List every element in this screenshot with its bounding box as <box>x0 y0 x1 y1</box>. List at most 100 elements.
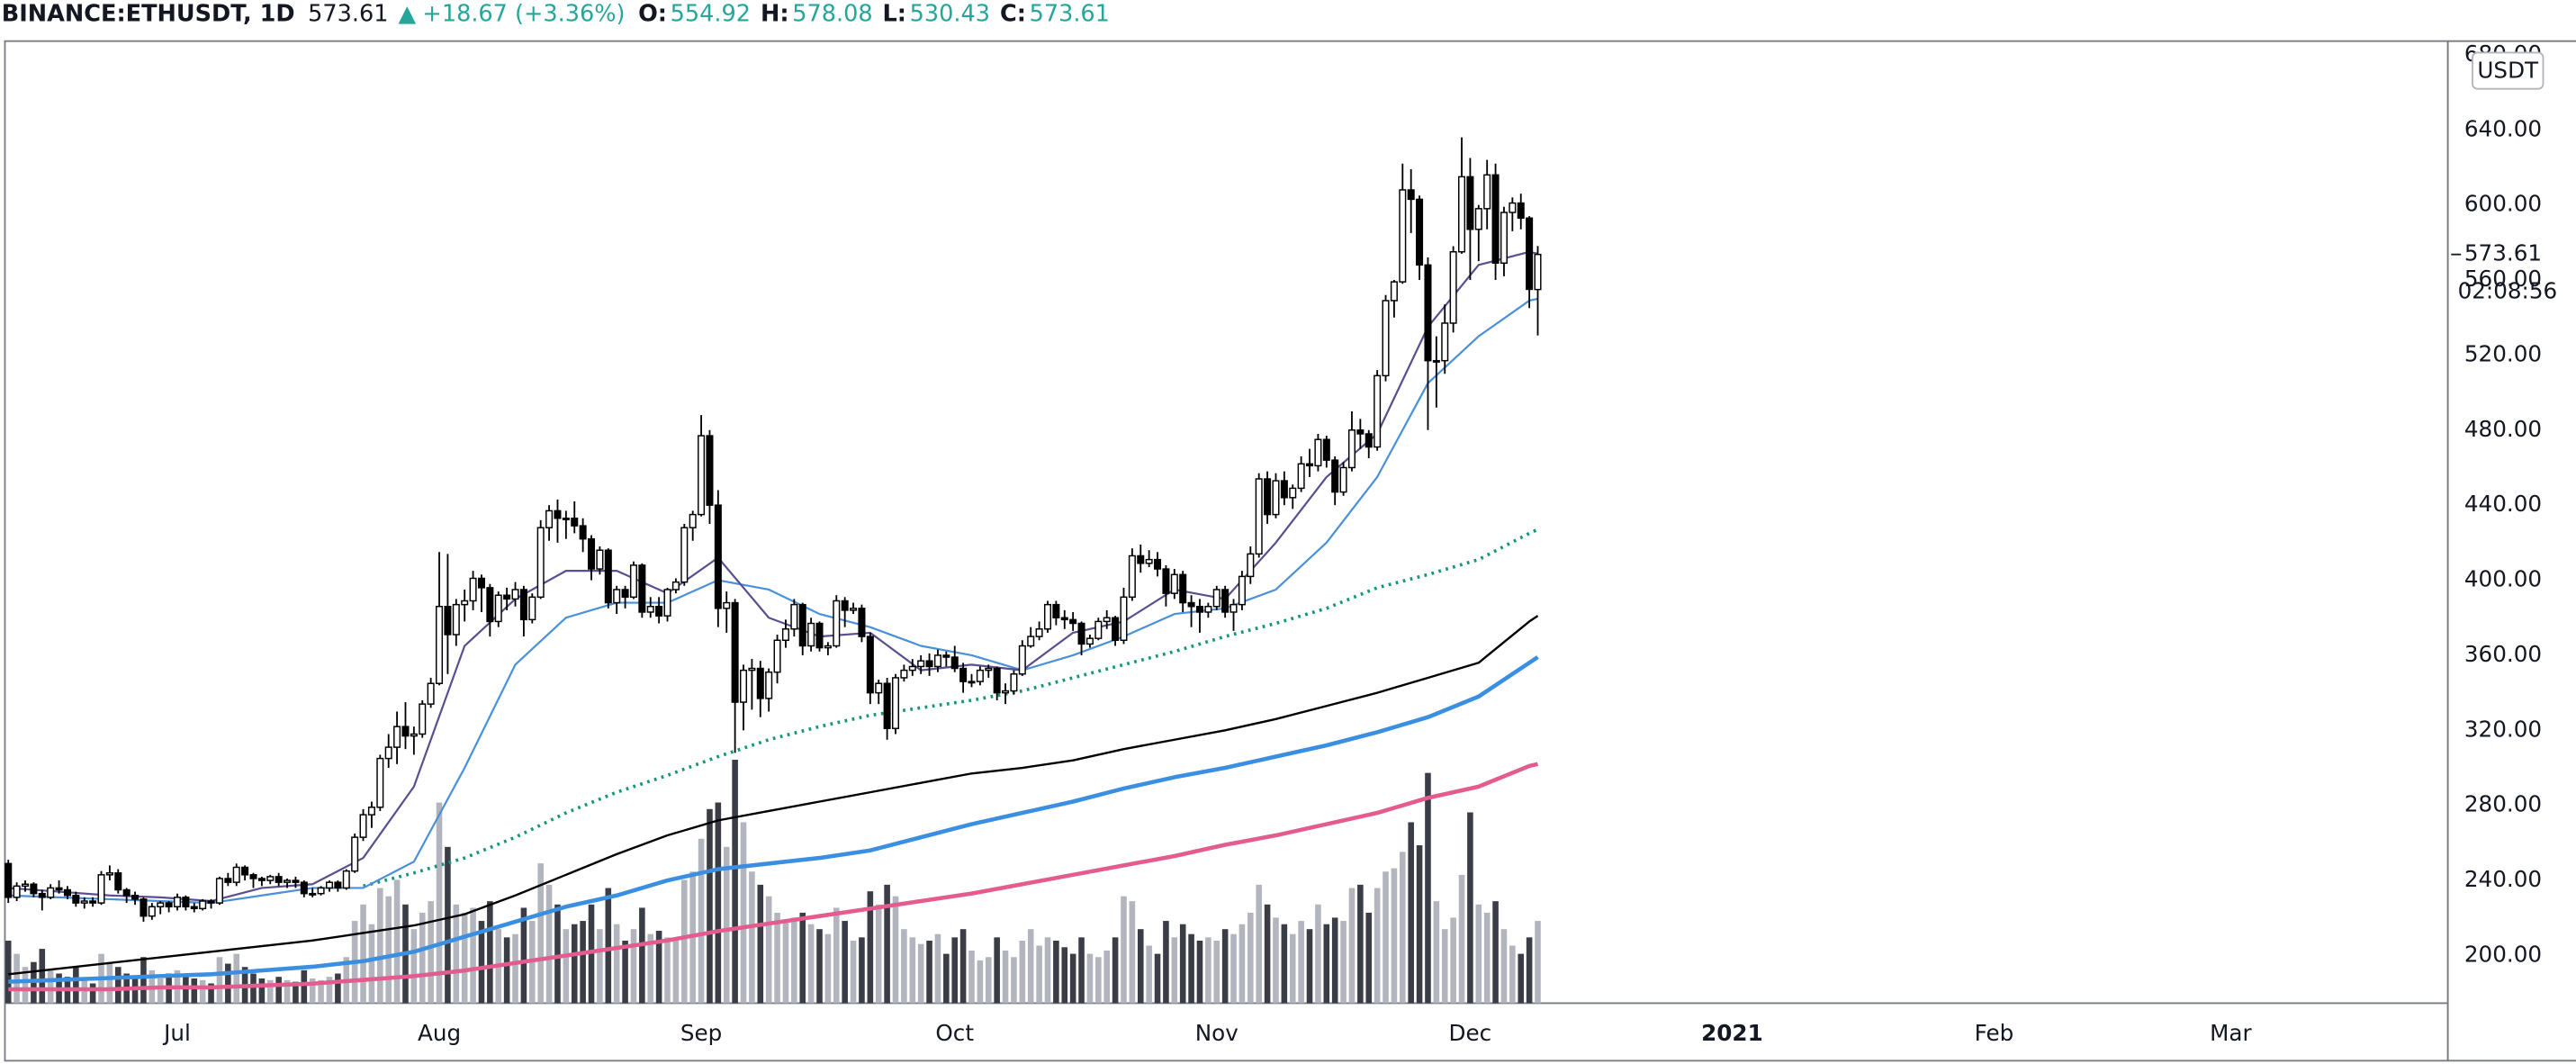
candle-body <box>1432 359 1440 363</box>
candle-body <box>342 870 350 889</box>
candle-body <box>1187 601 1195 608</box>
candle-body <box>452 603 460 636</box>
candle-body <box>824 645 832 649</box>
candle-body <box>410 733 418 737</box>
candle-body <box>638 564 646 613</box>
candle-body <box>1491 174 1500 265</box>
y-tick-label: 280.00 <box>2464 791 2542 817</box>
volume-bar <box>191 978 198 1004</box>
candle-body <box>334 881 342 889</box>
volume-bar <box>1154 953 1161 1004</box>
candle-body <box>925 660 933 668</box>
candle-body <box>933 654 941 668</box>
volume-bar <box>537 863 544 1004</box>
volume-bar <box>419 912 426 1004</box>
candle-body <box>1018 645 1026 675</box>
candle-body <box>224 878 232 883</box>
volume-bar <box>1400 852 1406 1004</box>
candle-body <box>866 636 874 694</box>
countdown: 02:08:56 <box>2458 278 2558 304</box>
field-label: C: <box>1000 0 1026 27</box>
volume-bar <box>782 921 789 1004</box>
volume-bar <box>39 949 46 1004</box>
volume-bar <box>22 967 29 1004</box>
volume-bar <box>393 879 401 1004</box>
candle-body <box>292 879 300 883</box>
volume-bar <box>453 904 460 1004</box>
volume-bar <box>698 838 705 1004</box>
volume-bar <box>1509 945 1516 1004</box>
volume-bar <box>1019 940 1026 1004</box>
candle-body <box>494 594 502 623</box>
field-value: 578.08 <box>792 0 872 27</box>
candle-body <box>122 888 131 897</box>
volume-layer <box>5 760 1541 1004</box>
candle-body <box>1407 189 1415 201</box>
field-label: H: <box>761 0 789 27</box>
volume-bar <box>1196 940 1203 1004</box>
candle-body <box>883 682 891 729</box>
candle-body <box>1441 322 1449 362</box>
candle-body <box>419 703 427 735</box>
volume-bar <box>301 969 308 1004</box>
volume-bar <box>943 953 950 1004</box>
candle-body <box>1347 429 1356 469</box>
volume-bar <box>909 937 916 1004</box>
candle-body <box>1297 463 1305 490</box>
volume-bar <box>1230 933 1237 1004</box>
candle-body <box>1085 637 1094 645</box>
candle-body <box>858 608 866 637</box>
candle-body <box>976 669 984 682</box>
volume-bar <box>1535 921 1541 1004</box>
candle-body <box>790 603 798 630</box>
candle-body <box>249 874 257 879</box>
candle-body <box>1069 618 1077 625</box>
candle-body <box>97 874 105 904</box>
volume-bar <box>1425 772 1431 1004</box>
candle-body <box>1399 189 1407 283</box>
volume-bar <box>655 931 662 1004</box>
volume-bar <box>968 950 975 1004</box>
volume-bar <box>309 978 316 1004</box>
candle-body <box>698 435 706 516</box>
volume-bar <box>1086 953 1094 1004</box>
candle-body <box>1509 202 1517 213</box>
candle-body <box>781 628 789 641</box>
candle-body <box>706 435 714 506</box>
volume-bar <box>833 907 840 1004</box>
x-tick-label: Oct <box>935 1020 974 1046</box>
volume-bar <box>630 929 637 1004</box>
moving-average <box>363 527 1539 888</box>
volume-bar <box>647 933 654 1004</box>
volume-bar <box>977 960 984 1004</box>
volume-bar <box>605 888 612 1004</box>
candle-body <box>850 608 858 611</box>
volume-bar <box>1044 937 1051 1004</box>
last-price: 573.61 <box>308 0 388 27</box>
candle-body <box>38 892 46 898</box>
candle-body <box>1306 463 1314 467</box>
candle-body <box>1534 253 1542 291</box>
candle-body <box>621 589 629 599</box>
candle-body <box>1483 174 1491 210</box>
volume-bar <box>1163 921 1169 1004</box>
candle-body <box>351 836 359 872</box>
volume-bar <box>81 979 88 1004</box>
candle-body <box>968 681 976 684</box>
volume-bar <box>765 896 772 1004</box>
last-price-label: 573.61 <box>2464 240 2542 266</box>
field-value: 573.61 <box>1030 0 1110 27</box>
candle-body <box>1449 251 1457 324</box>
volume-bar <box>436 802 443 1004</box>
volume-bar <box>951 937 959 1004</box>
candle-body <box>469 577 477 602</box>
volume-bar <box>824 933 832 1004</box>
candle-body <box>427 682 435 705</box>
candle-body <box>13 885 21 898</box>
candle-body <box>1112 617 1120 641</box>
candle-body <box>765 671 773 699</box>
volume-bar <box>360 904 366 1004</box>
volume-bar <box>1475 904 1482 1004</box>
y-tick-label: 480.00 <box>2464 416 2542 442</box>
candle-body <box>157 902 165 907</box>
